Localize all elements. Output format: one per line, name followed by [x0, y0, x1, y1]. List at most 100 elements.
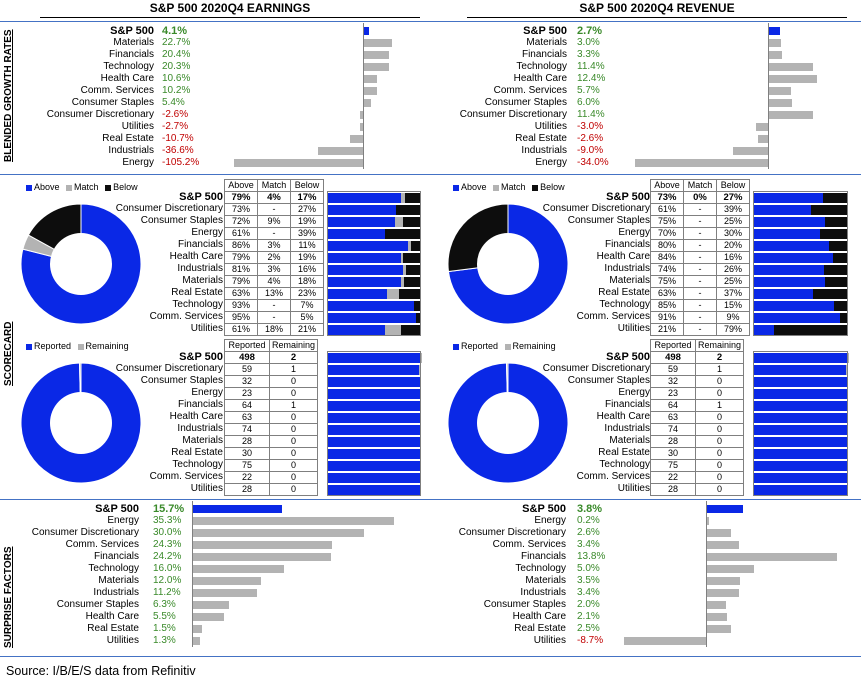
stacked-bar-segment [328, 437, 421, 447]
table-cell: 7% [290, 299, 324, 312]
stacked-bar-segment [328, 473, 421, 483]
table-row: 73% 0% 27% [646, 191, 750, 204]
category-label: Consumer Discretionary [542, 363, 650, 374]
table-cell: 25% [716, 275, 750, 288]
table-cell: 74 [224, 423, 270, 436]
bar [364, 39, 392, 47]
category-label: Real Estate [87, 623, 139, 634]
table-row: 59 1 [220, 363, 319, 376]
value-label: -34.0% [577, 157, 609, 168]
value-label: 13.8% [577, 551, 606, 562]
value-label: 30.0% [153, 527, 182, 538]
category-label: Financials [520, 551, 566, 562]
category-label: Real Estate [514, 623, 566, 634]
table-cell: 13% [257, 287, 291, 300]
category-label: Energy [618, 387, 650, 398]
legend-reported-label: Reported [461, 341, 499, 351]
stacked-bar-segment [833, 301, 848, 311]
table-row: 91% -9% [646, 311, 750, 324]
table-row: 85% -15% [646, 299, 750, 312]
stacked-bar-segment [754, 265, 824, 275]
category-label: Utilities [106, 635, 139, 646]
table-cell: 37% [716, 287, 750, 300]
value-label: 11.4% [577, 109, 605, 120]
bar [769, 87, 792, 95]
category-label: S&P 500 [179, 191, 223, 203]
category-label: Materials [526, 37, 567, 48]
data-table: Reported Remaining 498 2 59 1 32 0 23 0 64 1 63 0 74 0 2… [220, 339, 319, 496]
stacked-bar-segment [328, 377, 421, 387]
bar [707, 541, 739, 549]
stacked-bar-segment [754, 241, 830, 251]
scorecard-section-label: SCORECARD [3, 321, 14, 386]
section-rule-scorecard [0, 499, 861, 500]
bar [707, 505, 743, 513]
table-cell: 95% [224, 311, 258, 324]
stacked-bar-segment [754, 289, 814, 299]
legend-swatch-match [66, 184, 73, 191]
table-cell: 19% [290, 251, 324, 264]
table-row: 74 0 [220, 423, 319, 436]
table-row: 80% -20% [646, 239, 750, 252]
table-row: 84% -16% [646, 251, 750, 264]
table-cell: 61% [224, 227, 258, 240]
data-table: Reported Remaining 498 2 59 1 32 0 23 0 64 1 63 0 74 0 2… [646, 339, 745, 496]
table-row: 75 0 [220, 459, 319, 472]
category-label: Health Care [169, 411, 223, 422]
table-cell: 0 [268, 423, 319, 436]
table-cell: 17% [290, 191, 324, 204]
table-cell: - [257, 311, 291, 324]
table-row: 21% -79% [646, 323, 750, 336]
category-label: Health Care [512, 611, 566, 622]
category-label: Technology [172, 459, 223, 470]
category-label: Financials [93, 551, 139, 562]
value-label: -105.2% [162, 157, 200, 168]
category-label: Utilities [534, 121, 567, 132]
column-header: Match [683, 179, 717, 192]
table-cell: 9% [716, 311, 750, 324]
table-row: 61% -39% [220, 227, 324, 240]
value-label: 35.3% [153, 515, 182, 526]
category-label: Comm. Services [149, 311, 223, 322]
bar [364, 63, 389, 71]
category-label: Utilities [533, 635, 566, 646]
stacked-bar-segment [328, 229, 385, 239]
stacked-bar-segment [829, 241, 848, 251]
table-cell: 23 [224, 387, 270, 400]
table-cell: 0 [268, 483, 319, 496]
table-row: 32 0 [646, 375, 745, 388]
category-label: Utilities [190, 483, 223, 494]
table-cell: 74% [650, 263, 684, 276]
stacked-bar-segment [401, 253, 404, 263]
stacked-bar-segment [754, 325, 774, 335]
bar [193, 625, 202, 633]
stacked-bar-segment [419, 365, 421, 375]
table-cell: - [257, 227, 291, 240]
category-label: Financials [108, 49, 154, 60]
table-cell: 0 [268, 435, 319, 448]
stacked-bar-segment [832, 253, 848, 263]
table-cell: - [257, 299, 291, 312]
stacked-bar-segment [328, 353, 421, 363]
surprise-section-label: SURPRISE FACTORS [3, 546, 14, 649]
legend-remaining-label: Remaining [512, 341, 556, 351]
category-label: Materials [182, 275, 223, 286]
category-label: Energy [191, 227, 223, 238]
table-cell: 79% [716, 323, 750, 336]
category-label: Utilities [190, 323, 223, 334]
table-cell: 0 [694, 483, 745, 496]
category-label: Utilities [121, 121, 154, 132]
stacked-bar-segment [400, 277, 405, 287]
legend-swatch-remaining [77, 343, 84, 350]
table-cell: 72% [224, 215, 258, 228]
table-cell: 18% [257, 323, 291, 336]
zero-axis-line [706, 501, 707, 647]
bar [193, 553, 331, 561]
table-row: 59 1 [646, 363, 745, 376]
stacked-bar-segment [328, 193, 402, 203]
category-label: Consumer Staples [567, 375, 650, 386]
bar [707, 553, 837, 561]
table-cell: 20% [716, 239, 750, 252]
legend-swatch-remaining [504, 343, 511, 350]
table-row: 63% 13% 23% [220, 287, 324, 300]
